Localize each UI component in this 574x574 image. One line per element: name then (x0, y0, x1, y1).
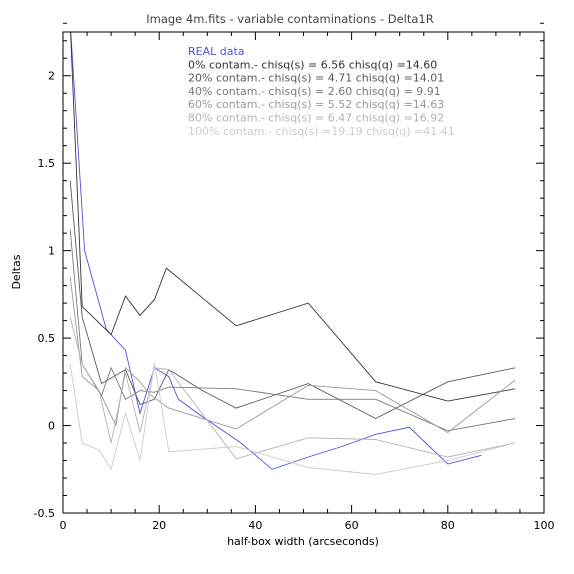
x-tick-label: 60 (345, 519, 359, 532)
legend-entry-0: REAL data (188, 45, 245, 58)
series-line-5 (69, 316, 516, 460)
legend-entry-6: 100% contam.- chisq(s) =19.19 chisq(q) =… (188, 125, 455, 138)
x-tick-label: 80 (441, 519, 455, 532)
y-tick-label: 0 (48, 420, 55, 433)
y-tick-label: 1 (48, 245, 55, 258)
x-tick-label: 100 (534, 519, 555, 532)
y-axis-title: Deltas (10, 254, 23, 289)
series-layer (69, 32, 516, 475)
series-line-2 (69, 180, 516, 420)
x-tick-label: 0 (60, 519, 67, 532)
y-tick-label: 2 (48, 70, 55, 83)
legend-entry-3: 40% contam.- chisq(s) = 2.60 chisq(q) = … (188, 85, 441, 98)
series-line-1 (70, 32, 516, 402)
chart-title: Image 4m.fits - variable contaminations … (146, 12, 434, 26)
x-tick-label: 20 (152, 519, 166, 532)
y-tick-label: 0.5 (38, 332, 56, 345)
legend-entry-1: 0% contam.- chisq(s) = 6.56 chisq(q) =14… (188, 58, 437, 71)
y-tick-label: 1.5 (38, 157, 56, 170)
x-tick-label: 40 (248, 519, 262, 532)
x-axis-title: half-box width (arcseconds) (227, 535, 379, 548)
legend-entry-2: 20% contam.- chisq(s) = 4.71 chisq(q) =1… (188, 72, 444, 85)
series-line-0 (70, 32, 482, 470)
legend-entry-5: 80% contam.- chisq(s) = 6.47 chisq(q) =1… (188, 112, 444, 125)
ticks-layer: 0 20 40 60 80 100 -0.5 0 0.5 1 1.5 2 (34, 22, 555, 532)
y-tick-label: -0.5 (34, 507, 55, 520)
series-line-6 (69, 362, 516, 475)
series-line-4 (69, 276, 516, 434)
legend-entry-4: 60% contam.- chisq(s) = 5.52 chisq(q) =1… (188, 98, 444, 111)
